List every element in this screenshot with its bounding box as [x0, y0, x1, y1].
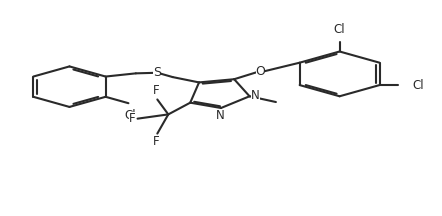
Text: N: N — [216, 109, 225, 122]
Text: F: F — [129, 112, 135, 125]
Text: N: N — [251, 89, 259, 102]
Text: S: S — [153, 66, 161, 79]
Text: Cl: Cl — [125, 108, 137, 122]
Text: Cl: Cl — [412, 79, 424, 92]
Text: F: F — [153, 84, 160, 97]
Text: Cl: Cl — [334, 22, 345, 35]
Text: O: O — [255, 65, 266, 78]
Text: F: F — [153, 135, 160, 148]
